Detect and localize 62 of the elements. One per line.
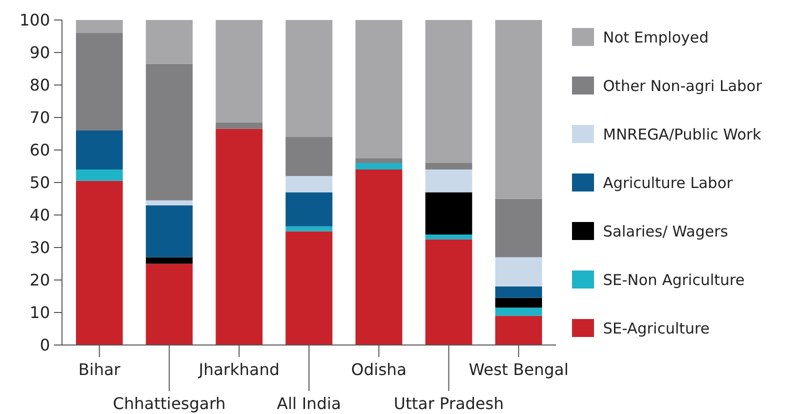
bar bbox=[286, 137, 332, 176]
x-tick-label: Chhattiesgarh bbox=[112, 394, 226, 413]
bar bbox=[495, 257, 542, 286]
bar bbox=[425, 192, 472, 234]
bar bbox=[495, 316, 542, 345]
bar bbox=[355, 163, 402, 170]
bar bbox=[146, 64, 193, 200]
bar bbox=[146, 20, 193, 64]
bar bbox=[286, 231, 332, 345]
legend-label: Other Non-agri Labor bbox=[603, 76, 763, 95]
bar bbox=[76, 180, 123, 345]
bar bbox=[355, 170, 402, 345]
y-tick-label: 0 bbox=[40, 336, 50, 355]
y-tick-label: 90 bbox=[30, 43, 50, 62]
bar bbox=[146, 205, 193, 258]
bar bbox=[425, 239, 472, 345]
bar bbox=[76, 33, 123, 130]
bar bbox=[286, 20, 332, 137]
x-tick-label: Odisha bbox=[351, 360, 407, 379]
bar bbox=[495, 198, 542, 258]
bar bbox=[425, 170, 472, 192]
legend-label: SE-Agriculture bbox=[603, 319, 710, 338]
bar bbox=[146, 200, 193, 206]
bar bbox=[216, 128, 263, 345]
bar bbox=[216, 122, 263, 129]
bar bbox=[495, 286, 542, 298]
legend-label: Salaries/ Wagers bbox=[603, 222, 728, 240]
y-tick-label: 20 bbox=[30, 270, 50, 290]
x-tick-label: West Bengal bbox=[468, 360, 569, 379]
bar bbox=[495, 298, 542, 308]
y-tick-label: 40 bbox=[30, 206, 50, 225]
bar bbox=[286, 176, 332, 192]
legend-label: SE-Non Agriculture bbox=[603, 270, 745, 289]
x-tick-label: All India bbox=[276, 394, 342, 413]
y-tick-label: 80 bbox=[30, 76, 50, 95]
bar bbox=[286, 226, 332, 232]
legend-label: Agriculture Labor bbox=[603, 174, 734, 192]
y-tick-label: 100 bbox=[19, 10, 50, 30]
y-tick-label: 30 bbox=[30, 238, 50, 258]
legend-label: MNREGA/Public Work bbox=[603, 125, 762, 144]
bar bbox=[146, 257, 193, 264]
bar bbox=[425, 163, 472, 170]
x-tick-label: Jharkhand bbox=[198, 360, 280, 379]
bar bbox=[286, 192, 332, 226]
y-tick-label: 60 bbox=[30, 140, 50, 160]
bar bbox=[425, 234, 472, 240]
y-tick-label: 50 bbox=[30, 173, 50, 192]
bar bbox=[76, 170, 123, 181]
y-tick-label: 10 bbox=[30, 303, 50, 322]
bar bbox=[76, 130, 123, 170]
y-tick-label: 70 bbox=[30, 108, 50, 128]
bar bbox=[355, 158, 402, 163]
bar bbox=[76, 20, 123, 33]
x-tick-label: Bihar bbox=[78, 360, 121, 379]
bar bbox=[425, 20, 472, 163]
bar bbox=[495, 308, 542, 316]
bar bbox=[355, 20, 402, 158]
bar bbox=[495, 20, 542, 199]
bar bbox=[216, 20, 263, 122]
x-tick-label: Uttar Pradesh bbox=[394, 394, 504, 413]
legend-label: Not Employed bbox=[603, 28, 709, 46]
bar bbox=[146, 264, 193, 345]
